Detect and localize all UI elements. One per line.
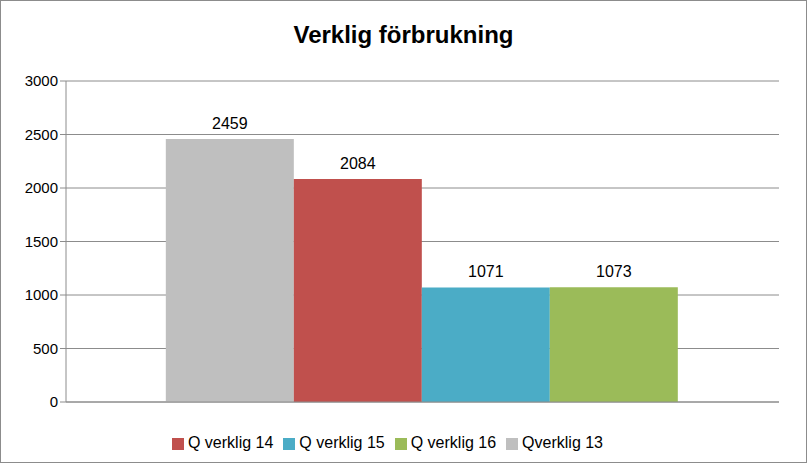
svg-text:1073: 1073 [596, 263, 632, 280]
svg-text:2500: 2500 [25, 126, 58, 143]
html-text:Q verklig 14: Q verklig 14 [188, 434, 274, 451]
html-text:Q verklig 15: Q verklig 15 [299, 434, 385, 451]
svg-text:3000: 3000 [25, 72, 58, 89]
svg-text:1500: 1500 [25, 233, 58, 250]
svg-text:1000: 1000 [25, 286, 58, 303]
html-text:Verklig förbrukning: Verklig förbrukning [293, 21, 514, 48]
svg-text:2084: 2084 [340, 155, 376, 172]
svg-text:1071: 1071 [468, 263, 504, 280]
svg-text:0: 0 [50, 393, 58, 410]
svg-text:2459: 2459 [212, 115, 248, 132]
html-text:Q verklig 16: Q verklig 16 [410, 434, 497, 451]
html-text:Qverklig 13: Qverklig 13 [522, 434, 603, 451]
svg-text:500: 500 [33, 340, 58, 357]
svg-text:2000: 2000 [25, 179, 58, 196]
